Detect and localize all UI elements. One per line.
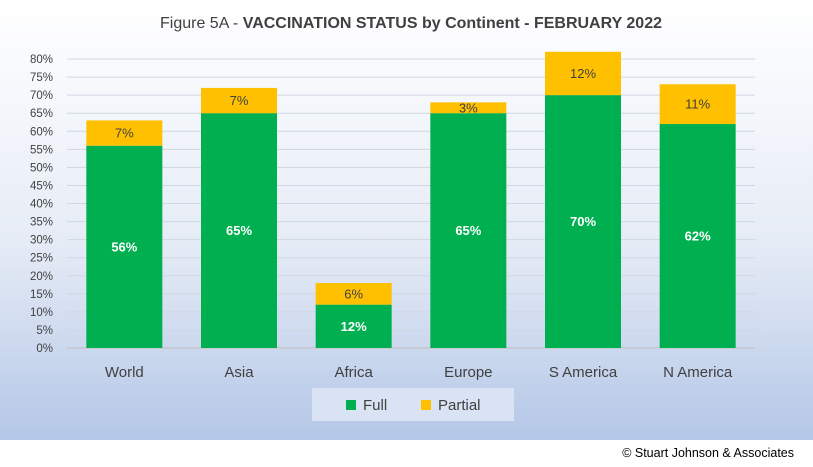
- data-label-full: 70%: [570, 214, 596, 229]
- bar-full: [315, 304, 392, 348]
- bar-partial: [659, 84, 736, 125]
- y-tick-label: 45%: [30, 180, 53, 192]
- bar-full: [86, 145, 163, 348]
- y-tick-label: 10%: [30, 307, 53, 319]
- data-label-full: 65%: [455, 223, 481, 238]
- y-tick-label: 5%: [36, 325, 53, 337]
- x-category-label: Asia: [224, 364, 254, 381]
- chart-title-main: VACCINATION STATUS by Continent - FEBRUA…: [243, 15, 662, 32]
- legend-label-full: Full: [363, 397, 387, 414]
- y-tick-label: 0%: [36, 343, 53, 355]
- y-tick-label: 65%: [30, 108, 53, 120]
- data-label-partial: 7%: [115, 126, 134, 141]
- bar-partial: [315, 282, 392, 305]
- data-label-partial: 7%: [230, 93, 249, 108]
- y-tick-label: 30%: [30, 235, 53, 247]
- data-label-full: 12%: [341, 319, 367, 334]
- data-label-partial: 6%: [344, 286, 363, 301]
- legend-label-partial: Partial: [438, 397, 481, 414]
- x-category-label: Africa: [334, 364, 373, 381]
- bar-partial: [86, 120, 163, 146]
- bar-partial: [201, 87, 277, 114]
- bar-full: [545, 95, 621, 348]
- y-axis-ticks: 0% 5% 10% 15% 20% 25% 30% 35% 40% 45% 50% 55% 60% 65%…: [30, 54, 53, 355]
- y-tick-label: 60%: [30, 126, 53, 138]
- bars: 56% 7% 65% 7% 12% 6% 65% 3% 70% 12% 62% 11%: [86, 51, 736, 349]
- data-label-full: 56%: [111, 239, 137, 254]
- data-label-full: 65%: [226, 223, 252, 238]
- bar-full: [201, 113, 277, 348]
- chart-title: Figure 5A - VACCINATION STATUS by Contin…: [160, 15, 662, 32]
- bar-partial: [545, 51, 621, 96]
- legend-swatch-full: [346, 400, 356, 410]
- y-tick-label: 55%: [30, 144, 53, 156]
- x-category-label: World: [105, 364, 144, 381]
- copyright-credit: © Stuart Johnson & Associates: [622, 446, 794, 460]
- y-tick-label: 80%: [30, 54, 53, 66]
- x-category-label: S America: [549, 364, 618, 381]
- legend: Full Partial: [312, 388, 514, 421]
- bar-full: [430, 113, 507, 348]
- data-label-partial: 3%: [459, 100, 478, 115]
- x-category-label: N America: [663, 364, 733, 381]
- y-tick-label: 40%: [30, 199, 53, 211]
- gridlines: [67, 58, 755, 349]
- y-tick-label: 25%: [30, 253, 53, 265]
- y-tick-label: 15%: [30, 289, 53, 301]
- data-label-partial: 11%: [685, 97, 710, 112]
- legend-background: [312, 388, 514, 421]
- y-tick-label: 20%: [30, 271, 53, 283]
- x-axis-categories: World Asia Africa Europe S America N America: [105, 364, 733, 381]
- x-category-label: Europe: [444, 364, 492, 381]
- bar-full: [659, 124, 736, 349]
- y-tick-label: 70%: [30, 90, 53, 102]
- data-label-partial: 12%: [570, 66, 596, 81]
- y-tick-label: 75%: [30, 72, 53, 84]
- bar-partial: [430, 102, 507, 114]
- data-label-full: 62%: [685, 229, 711, 244]
- y-tick-label: 50%: [30, 162, 53, 174]
- y-tick-label: 35%: [30, 217, 53, 229]
- chart-title-prefix: Figure 5A -: [160, 15, 243, 32]
- legend-swatch-partial: [421, 400, 431, 410]
